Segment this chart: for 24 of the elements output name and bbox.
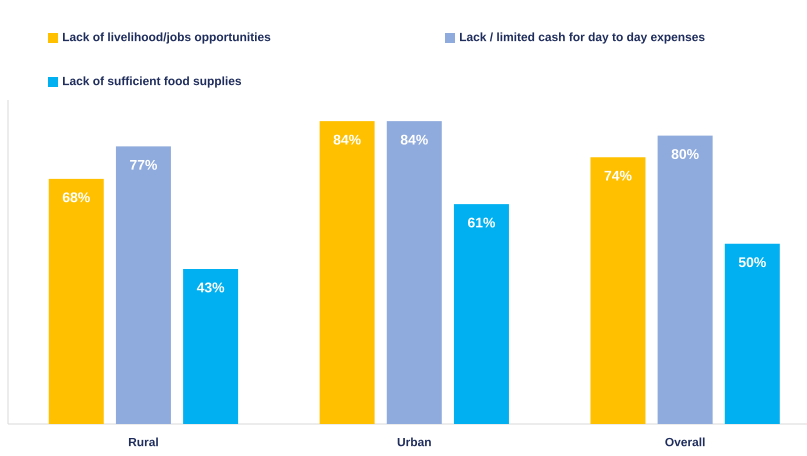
x-tick-label: Urban xyxy=(398,438,431,446)
data-label: 43% xyxy=(196,282,224,292)
x-tick-label: Rural xyxy=(128,438,158,446)
bar xyxy=(48,178,104,424)
bar xyxy=(454,204,509,424)
bar xyxy=(590,157,646,424)
x-tick-label: Overall xyxy=(665,438,705,446)
data-label: 68% xyxy=(62,192,90,202)
data-label: 84% xyxy=(334,134,361,145)
bar xyxy=(658,136,713,424)
bar xyxy=(116,146,171,424)
legend-label: Lack of sufficient food supplies xyxy=(63,76,242,88)
legend-label: Lack of livelihood/jobs opportunities xyxy=(63,32,270,44)
data-label: 84% xyxy=(400,134,428,145)
bar xyxy=(724,244,780,424)
data-label: 77% xyxy=(130,160,158,170)
bar xyxy=(320,121,375,424)
bar xyxy=(386,121,442,424)
bar xyxy=(183,268,238,424)
legend-label: Lack / limited cash for day to day expenses xyxy=(460,32,705,44)
data-label: 74% xyxy=(604,170,632,181)
data-label: 80% xyxy=(672,149,699,159)
data-label: 50% xyxy=(738,257,766,268)
data-label: 61% xyxy=(468,218,496,228)
